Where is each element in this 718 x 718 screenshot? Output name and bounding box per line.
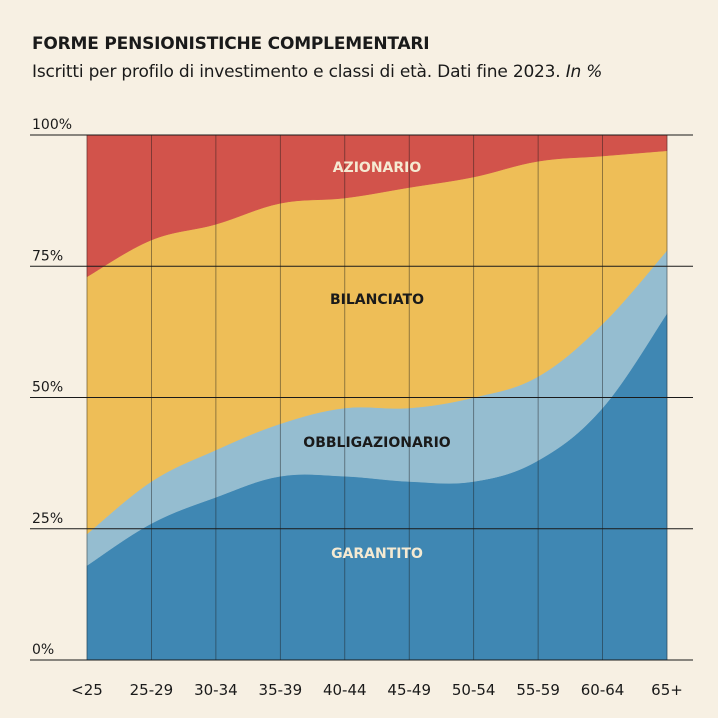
x-tick-label: 25-29 [130,681,174,699]
x-tick-label: 35-39 [259,681,303,699]
series-label-bilanciato: BILANCIATO [330,292,424,308]
series-label-obbligazionario: OBBLIGAZIONARIO [303,435,451,451]
x-tick-label: 50-54 [452,681,496,699]
x-tick-label: 65+ [651,681,683,699]
y-tick-label: 25% [32,511,63,527]
x-tick-label: 45-49 [387,681,431,699]
chart-unit: In % [565,62,603,82]
series-label-azionario: AZIONARIO [333,160,422,176]
y-tick-label: 100% [32,117,72,133]
x-tick-label: 40-44 [323,681,367,699]
y-tick-label: 75% [32,248,63,264]
x-tick-label: 60-64 [581,681,625,699]
x-tick-label: 55-59 [516,681,560,699]
chart-title: FORME PENSIONISTICHE COMPLEMENTARI [32,34,430,54]
series-label-garantito: GARANTITO [331,546,423,562]
x-tick-label: <25 [71,681,103,699]
y-tick-label: 0% [32,642,54,658]
chart-subtitle: Iscritti per profilo di investimento e c… [32,62,602,82]
x-tick-label: 30-34 [194,681,238,699]
chart-subtitle-text: Iscritti per profilo di investimento e c… [32,62,561,82]
y-tick-label: 50% [32,380,63,396]
